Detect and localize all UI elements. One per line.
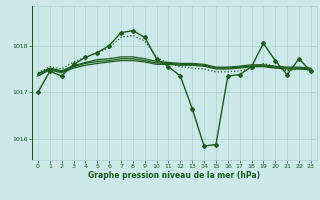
X-axis label: Graphe pression niveau de la mer (hPa): Graphe pression niveau de la mer (hPa) [88, 171, 260, 180]
